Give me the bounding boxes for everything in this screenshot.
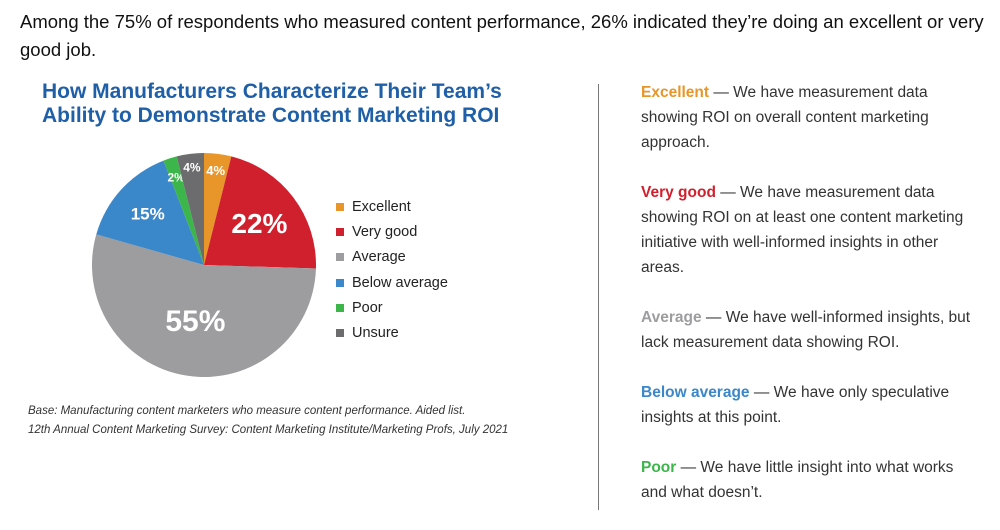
definition-item: Below average — We have only speculative… bbox=[641, 380, 981, 430]
legend-label: Average bbox=[352, 249, 406, 266]
definition-term: Very good bbox=[641, 184, 716, 201]
definition-term: Average bbox=[641, 309, 702, 326]
legend-item: Average bbox=[336, 245, 448, 270]
legend-swatch bbox=[336, 329, 344, 338]
pie-slice-average bbox=[91, 234, 316, 377]
legend: Excellent Very good Average Below average Po… bbox=[336, 194, 448, 346]
definition-text: — We have measurement data showing ROI o… bbox=[641, 184, 964, 276]
pie-slice-very-good bbox=[204, 156, 316, 269]
definition-term: Poor bbox=[641, 459, 677, 476]
legend-label: Poor bbox=[352, 299, 383, 316]
legend-swatch bbox=[336, 227, 344, 236]
legend-swatch bbox=[336, 278, 344, 287]
definition-term: Below average bbox=[641, 384, 750, 401]
legend-item: Very good bbox=[336, 219, 448, 244]
definition-text: — We have little insight into what works… bbox=[641, 459, 954, 501]
legend-item: Unsure bbox=[336, 320, 448, 345]
pie-label: 15% bbox=[131, 205, 165, 224]
definition-text: — We have measurement data showing ROI o… bbox=[641, 84, 929, 151]
legend-label: Very good bbox=[352, 223, 418, 240]
chart-title: How Manufacturers Characterize Their Tea… bbox=[42, 80, 502, 127]
legend-label: Below average bbox=[352, 274, 448, 291]
pie-slice-below-average bbox=[96, 160, 204, 265]
pie-label: 4% bbox=[206, 163, 225, 178]
pie-chart: 4%22%55%15%2%4% bbox=[91, 153, 316, 377]
legend-swatch bbox=[336, 202, 344, 211]
definition-text: — We have only speculative insights at t… bbox=[641, 384, 950, 426]
chart-notes: Base: Manufacturing content marketers wh… bbox=[28, 402, 508, 440]
definition-term: Excellent bbox=[641, 84, 710, 101]
definition-item: Average — We have well-informed insights… bbox=[641, 305, 981, 355]
legend-swatch bbox=[336, 253, 344, 262]
legend-swatch bbox=[336, 303, 344, 312]
source-note: 12th Annual Content Marketing Survey: Co… bbox=[28, 424, 509, 436]
pie-slice-excellent bbox=[204, 153, 232, 265]
definition-item: Poor — We have little insight into what … bbox=[641, 455, 981, 505]
pie-label: 2% bbox=[167, 171, 185, 185]
legend-item: Excellent bbox=[336, 194, 448, 219]
definition-text: — We have well-informed insights, but la… bbox=[641, 309, 971, 351]
intro-text: Among the 75% of respondents who measure… bbox=[20, 11, 984, 60]
pie-slice-poor bbox=[163, 156, 204, 265]
legend-item: Poor bbox=[336, 295, 448, 320]
definition-item: Very good — We have measurement data sho… bbox=[641, 180, 981, 280]
pie-label: 4% bbox=[183, 160, 201, 174]
legend-label: Unsure bbox=[352, 325, 399, 342]
pie-label: 55% bbox=[165, 305, 225, 338]
pie-label: 22% bbox=[231, 208, 287, 239]
divider bbox=[598, 84, 599, 510]
definitions: Excellent — We have measurement data sho… bbox=[641, 80, 981, 530]
base-note: Base: Manufacturing content marketers wh… bbox=[28, 405, 466, 417]
pie-slice-unsure bbox=[176, 153, 204, 265]
legend-label: Excellent bbox=[352, 198, 411, 215]
definition-item: Excellent — We have measurement data sho… bbox=[641, 80, 981, 155]
legend-item: Below average bbox=[336, 270, 448, 295]
